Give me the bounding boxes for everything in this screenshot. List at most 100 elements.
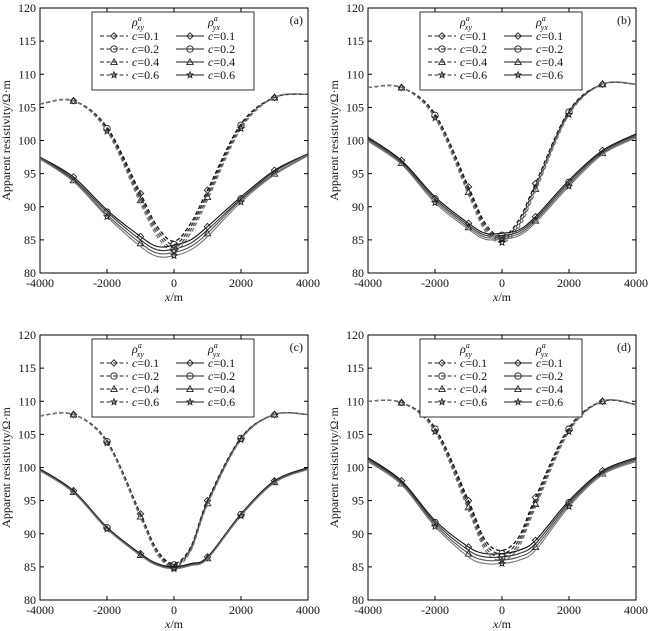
series-line <box>367 137 637 241</box>
series-line <box>39 153 309 252</box>
legend-marker <box>186 45 194 53</box>
chart-panel: 80 85 90 95 100 105 110 115 120 -4000 -2000 0 2000 40… <box>327 1 648 304</box>
x-tick-label: 2000 <box>229 276 253 290</box>
data-point <box>397 398 406 407</box>
legend-marker <box>110 384 118 393</box>
legend-marker <box>110 57 118 66</box>
legend-marker <box>437 70 447 79</box>
series-line <box>367 461 637 565</box>
series-line <box>39 412 309 569</box>
legend-marker <box>110 359 118 367</box>
legend-entry-label: c=0.1 <box>208 29 235 43</box>
series-line <box>367 136 637 239</box>
series-line <box>39 466 309 568</box>
data-point <box>236 435 246 444</box>
data-point <box>69 410 78 418</box>
legend-entry-label: c=0.1 <box>460 356 487 370</box>
series-line <box>367 81 637 238</box>
legend-group-header: ρa xy <box>459 14 472 32</box>
data-point <box>236 124 246 133</box>
data-point <box>136 512 145 520</box>
legend-entry-label: c=0.6 <box>536 395 563 409</box>
x-tick-label: -2000 <box>93 276 121 290</box>
y-tick-label: 110 <box>18 394 36 408</box>
panel-label: (b) <box>617 13 631 27</box>
legend-box <box>91 11 255 91</box>
legend-marker <box>514 32 522 40</box>
y-tick-label: 95 <box>24 494 36 508</box>
y-tick-label: 120 <box>18 1 36 15</box>
y-tick-label: 105 <box>18 100 36 114</box>
y-tick-label: 85 <box>352 560 364 574</box>
data-point <box>169 564 179 573</box>
x-tick-label: 4000 <box>624 276 648 290</box>
data-point <box>464 183 473 191</box>
y-tick-label: 115 <box>18 361 36 375</box>
legend-marker <box>186 384 194 393</box>
data-point <box>169 251 179 260</box>
y-tick-label: 80 <box>24 593 36 607</box>
data-point <box>430 198 440 207</box>
data-point <box>397 398 406 406</box>
series-line <box>367 133 637 235</box>
legend-entry-label: c=0.2 <box>132 42 159 56</box>
legend-marker <box>514 57 522 66</box>
data-point <box>102 126 112 135</box>
legend-marker <box>110 45 118 53</box>
series-line <box>39 468 309 570</box>
series-line <box>39 93 309 249</box>
y-axis-label: Apparent resistivity/Ω·m <box>0 407 13 528</box>
y-tick-label: 120 <box>346 328 364 342</box>
legend-box <box>91 338 255 418</box>
legend-entry-label: c=0.6 <box>132 395 159 409</box>
data-point <box>236 197 246 206</box>
legend-box <box>419 338 583 418</box>
y-tick-label: 110 <box>346 67 364 81</box>
y-tick-label: 120 <box>18 328 36 342</box>
legend-marker <box>186 32 194 40</box>
data-point <box>270 410 279 418</box>
legend: ρa xy ρa yxc=0.1c=0.2c=0.4c=0.6c=0.1c=0.2c=… <box>419 11 583 91</box>
data-point <box>136 239 145 247</box>
y-tick-label: 100 <box>18 134 36 148</box>
data-point <box>430 113 440 122</box>
legend-marker <box>438 32 446 40</box>
legend-marker <box>186 57 194 66</box>
x-axis-label: x/m <box>492 290 512 304</box>
legend-marker <box>110 372 118 380</box>
legend-marker <box>186 359 194 367</box>
legend: ρa xy ρa yxc=0.1c=0.2c=0.4c=0.6c=0.1c=0.2c=… <box>91 338 255 418</box>
legend-entry-label: c=0.1 <box>132 356 159 370</box>
chart-panel: 80 85 90 95 100 105 110 115 120 -4000 -2000 0 2000 40… <box>0 1 320 304</box>
data-point <box>498 231 506 239</box>
legend-entry-label: c=0.4 <box>132 55 159 69</box>
legend-marker <box>514 372 522 380</box>
series-line <box>39 412 309 566</box>
data-point <box>430 522 440 530</box>
data-point <box>397 83 406 91</box>
legend-entry-label: c=0.2 <box>208 369 235 383</box>
panel-label: (d) <box>617 340 631 354</box>
y-tick-label: 85 <box>24 233 36 247</box>
legend-marker <box>513 397 523 406</box>
x-tick-label: -2000 <box>421 276 449 290</box>
legend-entry-label: c=0.2 <box>208 42 235 56</box>
legend-group-header: ρa xy <box>131 341 144 359</box>
legend-marker <box>110 32 118 40</box>
data-point <box>430 427 440 436</box>
data-point <box>564 502 574 511</box>
series-line <box>39 468 309 569</box>
legend-entry-label: c=0.1 <box>460 29 487 43</box>
y-tick-label: 120 <box>346 1 364 15</box>
y-tick-label: 115 <box>346 361 364 375</box>
y-axis-label: Apparent resistivity/Ω·m <box>327 80 341 201</box>
legend-entry-label: c=0.2 <box>460 42 487 56</box>
legend-entry-label: c=0.4 <box>536 55 563 69</box>
y-tick-label: 95 <box>352 494 364 508</box>
series-line <box>39 153 309 248</box>
x-tick-label: -4000 <box>26 603 54 617</box>
y-axis-label: Apparent resistivity/Ω·m <box>327 407 341 528</box>
x-axis-label: x/m <box>492 617 512 631</box>
x-tick-label: 4000 <box>624 603 648 617</box>
